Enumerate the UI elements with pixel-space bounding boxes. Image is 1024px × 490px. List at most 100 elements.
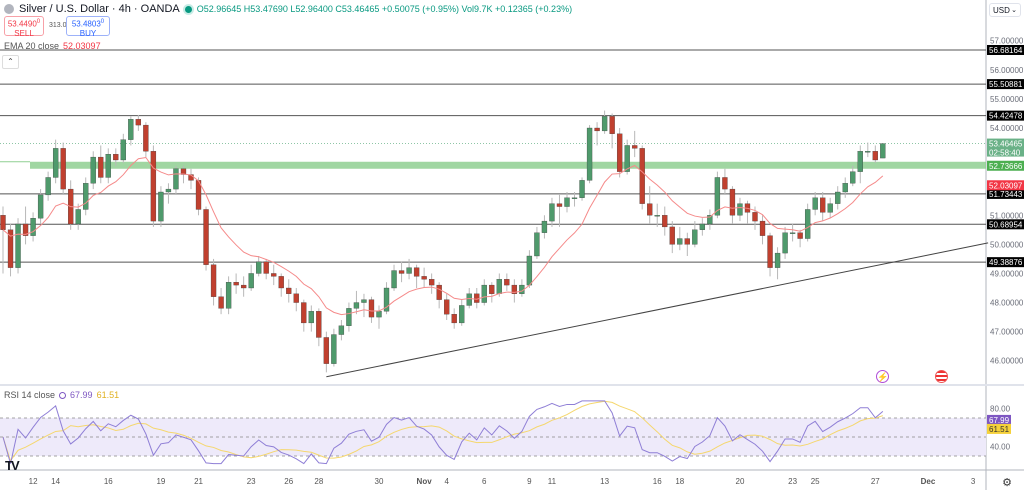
time-tick-label: 23 xyxy=(247,477,256,486)
candle-body xyxy=(45,177,51,196)
gear-icon[interactable]: ⚙ xyxy=(1002,477,1012,489)
price-tick-label: 47.00000 xyxy=(990,328,1024,337)
candle xyxy=(692,221,698,248)
candle-body xyxy=(737,203,743,216)
candle xyxy=(286,279,292,303)
candle-body xyxy=(120,139,126,161)
candle-body xyxy=(98,156,104,178)
candle-body xyxy=(579,180,585,198)
level-price-label: 50.68954 xyxy=(989,220,1023,229)
candle xyxy=(218,288,224,315)
candle-body xyxy=(233,282,239,286)
candle xyxy=(0,206,6,274)
candle-body xyxy=(767,235,773,268)
level-price-label: 54.42478 xyxy=(989,112,1023,121)
buy-price-sup: 0 xyxy=(100,19,105,25)
candle xyxy=(804,203,811,242)
candle xyxy=(150,145,157,227)
ema-value: 52.03097 xyxy=(63,41,101,51)
market-open-icon xyxy=(184,5,192,13)
candle xyxy=(737,197,743,222)
candle-body xyxy=(436,284,442,300)
price-tick-label: 54.00000 xyxy=(990,124,1024,133)
candle-body xyxy=(316,311,322,338)
candle xyxy=(248,264,254,291)
symbol-title[interactable]: Silver / U.S. Dollar · 4h · OANDA xyxy=(19,3,180,15)
buy-button[interactable]: 53.48030 BUY xyxy=(66,16,110,38)
candle xyxy=(398,261,405,283)
candle-body xyxy=(481,284,487,303)
candle-body xyxy=(609,116,615,134)
candle xyxy=(489,282,495,303)
candle-body xyxy=(248,273,254,289)
candle xyxy=(180,165,187,184)
level-price-label: 49.38876 xyxy=(989,258,1023,267)
chevron-down-icon: ⌄ xyxy=(1011,7,1017,14)
candle xyxy=(632,130,638,158)
candle-body xyxy=(83,183,89,210)
candle-body xyxy=(263,261,269,274)
candle xyxy=(571,192,578,207)
candle xyxy=(128,116,134,146)
candle xyxy=(654,203,660,227)
candle-body xyxy=(75,209,81,225)
level-price-label-bg xyxy=(987,110,1024,121)
candle xyxy=(15,218,21,274)
candle-body xyxy=(601,116,608,132)
candle xyxy=(639,145,645,210)
candle-body xyxy=(406,267,412,274)
last-price-label: 53.46465 xyxy=(989,140,1023,149)
candle xyxy=(722,168,728,195)
candle xyxy=(90,151,96,190)
candle-body xyxy=(52,148,59,178)
candle xyxy=(684,232,690,256)
lightning-icon[interactable]: ⚡ xyxy=(876,370,889,383)
candle-body xyxy=(564,197,570,207)
candle xyxy=(504,273,510,291)
time-tick-label: 11 xyxy=(548,477,557,486)
candle xyxy=(444,293,450,320)
rsi-settings-icon[interactable] xyxy=(59,391,67,399)
candle xyxy=(98,145,104,184)
candle-body xyxy=(729,188,736,216)
candle-body xyxy=(865,151,871,153)
candle-body xyxy=(421,276,427,280)
candle-body xyxy=(105,154,111,178)
candle-body xyxy=(759,220,766,236)
candle-body xyxy=(496,279,502,294)
candle xyxy=(744,200,751,224)
ema-legend[interactable]: EMA 20 close 52.03097 xyxy=(4,41,101,51)
candle xyxy=(210,258,217,306)
candle-body xyxy=(549,203,555,222)
candle xyxy=(376,305,382,329)
candle-body xyxy=(639,148,645,204)
candle-body xyxy=(827,203,833,213)
candle-body xyxy=(789,232,796,234)
candle xyxy=(526,250,533,288)
candle-body xyxy=(143,124,149,152)
candle xyxy=(782,226,788,259)
level-price-label-bg xyxy=(987,257,1024,268)
candle-body xyxy=(444,299,450,315)
candle-body xyxy=(428,279,435,286)
price-tick-label: 46.00000 xyxy=(990,357,1024,366)
candle xyxy=(22,206,29,245)
currency-dropdown[interactable]: USD ⌄ xyxy=(989,3,1021,17)
candle-body xyxy=(820,197,826,213)
candle xyxy=(225,276,232,315)
chevron-up-icon[interactable]: ⌃ xyxy=(2,55,19,69)
time-tick-label: 14 xyxy=(51,477,60,486)
sell-button[interactable]: 53.44900 SELL xyxy=(4,16,44,38)
rsi-legend[interactable]: RSI 14 close 67.99 61.51 xyxy=(4,390,119,400)
us-flag-icon[interactable] xyxy=(935,370,948,383)
zone-price-label: 52.73666 xyxy=(989,162,1023,171)
candle xyxy=(428,273,435,294)
candle-body xyxy=(413,267,420,277)
buy-label: BUY xyxy=(79,28,97,38)
candle-body xyxy=(150,151,157,222)
candle-body xyxy=(714,177,721,216)
candle xyxy=(52,139,59,184)
candle xyxy=(233,273,239,294)
candle-body xyxy=(15,223,21,268)
